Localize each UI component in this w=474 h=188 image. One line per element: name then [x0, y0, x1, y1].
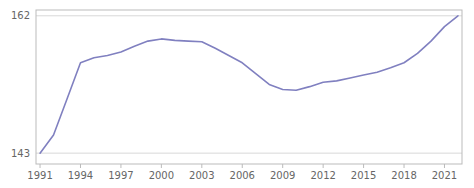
x-tick-label: 2018 [391, 170, 416, 181]
x-tick-label: 2009 [270, 170, 295, 181]
data-area [40, 16, 458, 153]
tick-mark [363, 164, 364, 168]
grid [36, 16, 462, 153]
x-tick-label: 1997 [108, 170, 133, 181]
x-tick-label: 2000 [149, 170, 174, 181]
x-tick-label: 1994 [68, 170, 93, 181]
x-tick-label: 2015 [351, 170, 376, 181]
grid-line [36, 15, 462, 16]
x-tick-label: 2012 [310, 170, 335, 181]
tick-mark [161, 164, 162, 168]
tick-mark [404, 164, 405, 168]
tick-mark [282, 164, 283, 168]
y-tick-label: 162 [11, 10, 30, 21]
plot-frame [36, 10, 462, 164]
x-tick-label: 2003 [189, 170, 214, 181]
tick-mark [242, 164, 243, 168]
tick-mark [201, 164, 202, 168]
tick-mark [120, 164, 121, 168]
x-tick-label: 2006 [230, 170, 255, 181]
grid-line [36, 153, 462, 154]
chart-container: 143 162 1991 1994 1997 2000 2003 2006 2009 2012 20… [0, 0, 474, 188]
x-tick-label: 1991 [27, 170, 52, 181]
chart: 143 162 1991 1994 1997 2000 2003 2006 2009 2012 20… [0, 0, 474, 188]
tick-mark [40, 164, 41, 168]
tick-mark [323, 164, 324, 168]
tick-mark [444, 164, 445, 168]
line [40, 16, 458, 153]
tick-mark [80, 164, 81, 168]
y-tick-label: 143 [11, 148, 30, 159]
x-tick-label: 2021 [432, 170, 457, 181]
